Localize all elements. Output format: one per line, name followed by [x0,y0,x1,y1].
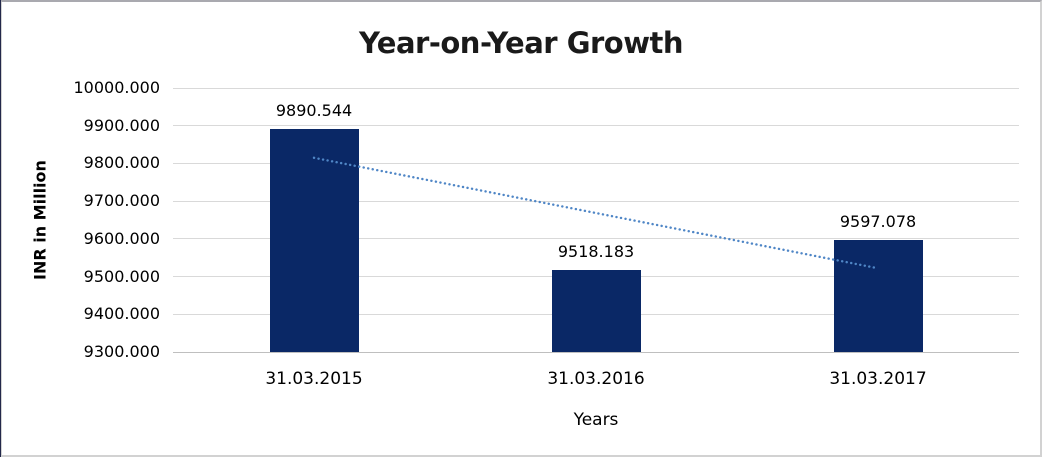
gridline [173,238,1019,240]
x-axis-tick-label: 31.03.2016 [547,369,645,389]
y-axis-tick-label: 9300.000 [83,342,160,361]
x-axis-title: Years [573,410,619,430]
y-axis-tick-label: 9500.000 [83,266,160,286]
data-label: 9890.544 [275,101,353,121]
x-axis-tick-label: 31.03.2017 [829,369,927,389]
gridline [173,200,1019,202]
bar [269,129,359,352]
bar [833,239,923,352]
bar [551,269,641,352]
trendline [312,156,880,270]
y-axis-tick-label: 10000.000 [73,78,160,97]
gridline [173,162,1019,164]
y-axis-tick-label: 9600.000 [83,228,160,248]
y-axis-tick-label: 9900.000 [83,115,160,135]
y-axis-tick-label: 9700.000 [83,191,160,211]
data-label: 9518.183 [557,241,635,261]
gridline [173,125,1019,127]
x-axis-line [173,351,1019,353]
chart-title: Year-on-Year Growth [358,26,684,60]
data-label: 9597.078 [839,211,917,231]
y-axis-tick-label: 9400.000 [83,304,160,324]
y-axis-tick-label: 9800.000 [83,153,160,173]
gridline [173,87,1019,89]
x-axis-tick-label: 31.03.2015 [265,369,363,389]
